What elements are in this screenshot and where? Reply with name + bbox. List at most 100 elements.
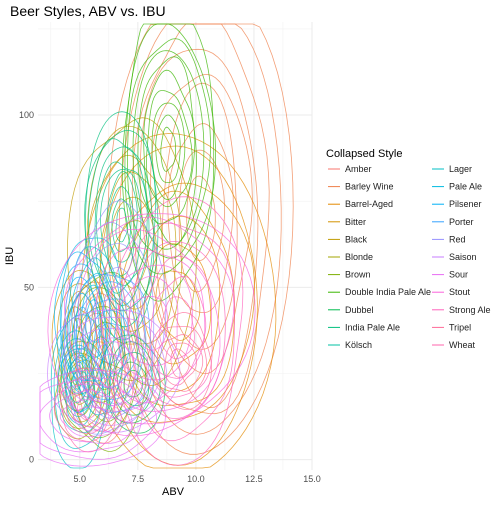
contour-line (150, 73, 253, 374)
legend-label: Strong Ale (449, 305, 491, 315)
legend-label: Double India Pale Ale (345, 287, 431, 297)
contour-line (47, 309, 181, 433)
contour-line (53, 367, 116, 453)
contour-line (75, 272, 112, 372)
legend-label: Saison (449, 252, 477, 262)
contour-line (143, 69, 196, 224)
y-tick-label: 0 (29, 455, 34, 465)
legend-label: Black (345, 234, 368, 244)
contour-line (117, 361, 149, 407)
legend-item: Dubbel (328, 305, 374, 315)
contour-line (136, 255, 213, 398)
legend-label: Barley Wine (345, 182, 394, 192)
contour-line (87, 138, 155, 312)
legend-item: Amber (328, 164, 372, 174)
y-tick-label: 100 (19, 110, 34, 120)
contour-line (68, 293, 96, 363)
contour-line (71, 257, 117, 382)
contour-line (146, 90, 193, 208)
contour-line (146, 312, 212, 410)
legend-items: Amber Barley Wine Barrel-Aged Bitter Black Bl… (328, 164, 491, 350)
chart-title: Beer Styles, ABV vs. IBU (10, 3, 166, 19)
contour-line (85, 299, 103, 343)
legend-item: Pale Ale (432, 182, 482, 192)
legend-label: Red (449, 234, 466, 244)
legend-item: Lager (432, 164, 472, 174)
legend-item: Saison (432, 252, 477, 262)
contour-line (70, 388, 102, 428)
contour-line (56, 283, 104, 396)
contour-line (108, 341, 161, 424)
contour-line (155, 270, 201, 341)
contour-line (133, 215, 221, 392)
legend-label: Barrel-Aged (345, 199, 393, 209)
contour-group (53, 367, 116, 453)
legend-item: Brown (328, 270, 371, 280)
contour-line (64, 216, 235, 425)
contour-line (164, 342, 197, 386)
legend-label: Stout (449, 287, 471, 297)
legend-label: Blonde (345, 252, 373, 262)
contour-line (76, 337, 150, 406)
contour-group (107, 23, 294, 455)
legend-label: Porter (449, 217, 474, 227)
contour-line (57, 316, 168, 426)
contour-layer (39, 23, 294, 469)
legend-item: Stout (432, 287, 471, 297)
contour-line (100, 182, 256, 423)
contour-line (160, 126, 176, 172)
contour-group (121, 23, 217, 302)
legend-label: Dubbel (345, 305, 374, 315)
contour-line (107, 23, 294, 455)
legend-label: Lager (449, 164, 472, 174)
contour-line (132, 50, 205, 250)
legend-label: Kölsch (345, 340, 372, 350)
contour-line (64, 359, 100, 423)
y-tick-label: 50 (24, 282, 34, 292)
contour-line (121, 23, 215, 302)
contour-line (49, 390, 133, 444)
contour-line (78, 228, 221, 412)
legend-item: Barley Wine (328, 182, 394, 192)
tick-labels: 5.0 7.5 10.0 12.5 15.0 0 50 100 (19, 110, 321, 484)
legend-label: Sour (449, 270, 468, 280)
contour-line (66, 380, 108, 434)
contour-line (127, 38, 211, 259)
legend-item: Black (328, 234, 368, 244)
legend-item: Strong Ale (432, 305, 491, 315)
contour-line (156, 334, 204, 392)
y-axis-label: IBU (4, 247, 16, 265)
contour-line (159, 296, 195, 360)
contour-group (108, 196, 244, 466)
contour-line (54, 341, 110, 440)
contour-line (84, 111, 159, 341)
legend-item: Bitter (328, 217, 366, 227)
contour-line (155, 114, 181, 183)
contour-line (101, 264, 193, 381)
contour-line (59, 237, 126, 416)
contour-line (67, 117, 198, 387)
x-tick-label: 10.0 (187, 474, 205, 484)
contour-line (139, 48, 259, 409)
legend-item: Blonde (328, 252, 373, 262)
legend-item: Tripel (432, 322, 471, 332)
contour-line (81, 284, 107, 358)
contour-line (66, 246, 122, 399)
contour-line (167, 123, 234, 313)
contour-line (178, 149, 226, 293)
legend: Collapsed Style Amber Barley Wine Barrel-A… (326, 148, 491, 350)
legend-item: Sour (432, 270, 468, 280)
legend-label: Pilsener (449, 199, 482, 209)
contour-line (151, 102, 186, 200)
legend-label: Tripel (449, 322, 471, 332)
contour-line (128, 241, 226, 420)
x-tick-label: 15.0 (303, 474, 321, 484)
contour-line (153, 326, 207, 406)
contour-line (149, 275, 207, 379)
contour-line (75, 281, 147, 401)
legend-label: Amber (345, 164, 372, 174)
contour-line (108, 196, 244, 466)
x-tick-label: 12.5 (245, 474, 263, 484)
contour-line (88, 154, 177, 345)
